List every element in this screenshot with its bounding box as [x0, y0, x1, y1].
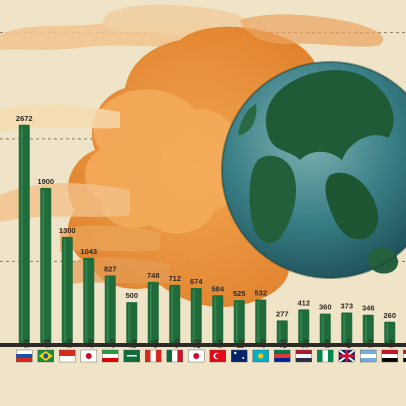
bar-highlight-14 — [300, 311, 303, 341]
bar-highlight-2 — [42, 189, 45, 341]
flag-japan — [80, 349, 97, 363]
flag-iran — [102, 349, 119, 363]
bar-austrália — [233, 300, 245, 343]
value-label-15: 360 — [319, 303, 332, 312]
bar-highlight-16 — [343, 314, 346, 341]
bar-highlight-1 — [20, 126, 23, 341]
bar-highlight-18 — [386, 323, 389, 341]
bar-highlight-17 — [364, 316, 367, 341]
baseline — [0, 343, 406, 347]
value-labels: 2672 1900 1300 1043 827 500 748 712 674 584 525 532… — [16, 114, 396, 320]
value-label-9: 674 — [190, 277, 203, 286]
value-label-18: 260 — [383, 311, 396, 320]
flag-saudi-arabia — [123, 349, 140, 363]
bar-coreia-do-sul — [190, 287, 202, 343]
bar-cazaquistão — [255, 299, 267, 343]
flag-indonesia — [59, 349, 76, 363]
flag-egypt — [403, 349, 406, 363]
bar-highlight-6 — [128, 304, 131, 341]
flag-canada — [145, 349, 162, 363]
value-label-16: 373 — [340, 302, 353, 311]
flag-row — [0, 348, 406, 406]
value-label-3: 1300 — [59, 226, 76, 235]
value-label-17: 346 — [362, 304, 375, 313]
bar-méxico — [169, 284, 181, 343]
bar-irão — [104, 275, 116, 343]
bar-highlight-4 — [85, 259, 88, 341]
bar-japão — [83, 257, 95, 343]
value-label-6: 500 — [125, 291, 138, 300]
bar-argentina — [362, 314, 374, 343]
bar-highlight-13 — [278, 322, 281, 341]
flag-argentina — [360, 349, 377, 363]
bar-highlight-7 — [149, 283, 152, 341]
bar-tailândia — [298, 309, 310, 343]
flag-australia — [231, 349, 248, 363]
value-label-4: 1043 — [80, 247, 97, 256]
bar-reino-unido — [341, 312, 353, 343]
flag-iraq — [381, 349, 398, 363]
value-label-7: 748 — [147, 271, 160, 280]
bar-highlight-15 — [321, 315, 324, 341]
flag-south-korea — [188, 349, 205, 363]
value-label-11: 525 — [233, 289, 246, 298]
bar-canadá — [147, 281, 159, 343]
value-label-14: 412 — [297, 298, 310, 307]
bar-highlight-11 — [235, 302, 238, 341]
flag-mexico — [166, 349, 183, 363]
bar-highlight-5 — [106, 277, 109, 341]
bar-highlight-10 — [214, 297, 217, 341]
bar-nigéria — [319, 313, 331, 343]
flag-russia — [16, 349, 33, 363]
value-label-1: 2672 — [16, 114, 33, 123]
bars — [18, 124, 406, 343]
flag-kazakhstan — [252, 349, 269, 363]
flag-brazil — [37, 349, 54, 363]
bar-arábia-saudita — [126, 302, 138, 343]
bar-rússia — [18, 124, 30, 343]
bar-highlight-8 — [171, 286, 174, 341]
bar-highlight-12 — [257, 301, 260, 341]
bar-highlight-9 — [192, 289, 195, 341]
flag-nigeria — [317, 349, 334, 363]
flag-thailand — [295, 349, 312, 363]
value-label-13: 277 — [276, 309, 289, 318]
globe-illustration — [221, 61, 406, 279]
value-label-5: 827 — [104, 264, 117, 273]
value-label-12: 532 — [254, 289, 267, 298]
flag-united-kingdom — [338, 349, 356, 363]
value-label-8: 712 — [168, 274, 181, 283]
value-label-10: 584 — [211, 284, 224, 293]
bar-turquia — [212, 295, 224, 343]
flag-turkey — [209, 349, 226, 363]
flag-south-africa — [274, 349, 291, 363]
bar-highlight-3 — [63, 238, 66, 341]
bar-brasil — [40, 187, 52, 343]
bar-indonésia — [61, 236, 73, 343]
value-label-2: 1900 — [37, 177, 54, 186]
